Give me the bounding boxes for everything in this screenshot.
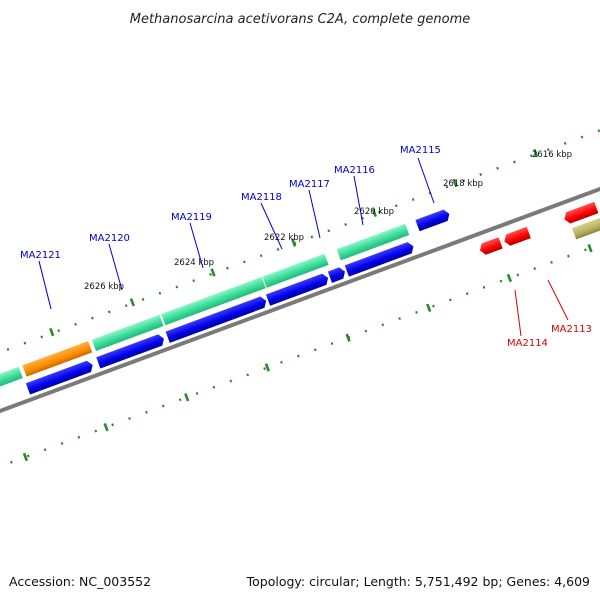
gene-label-ma2115[interactable]: MA2115: [400, 145, 441, 156]
outer-minor-ticks: [0, 73, 600, 389]
gene-ma2113-feature[interactable]: [502, 226, 531, 247]
gene-feature[interactable]: [96, 333, 166, 369]
cds-feature[interactable]: [0, 366, 23, 404]
genome-summary-text: Topology: circular; Length: 5,751,492 bp…: [246, 574, 590, 589]
scale-label: 2624 kbp: [174, 258, 214, 268]
gene-feature[interactable]: [415, 208, 451, 232]
gene-feature[interactable]: [0, 394, 2, 421]
cds-feature[interactable]: [336, 223, 410, 261]
cds-feature[interactable]: [22, 341, 93, 377]
scale-label: 2620 kbp: [354, 207, 394, 217]
gene-label-ma2116[interactable]: MA2116: [334, 165, 375, 176]
outer-major-ticks: [49, 148, 539, 337]
gene-feature[interactable]: [344, 241, 416, 277]
cds-feature[interactable]: [571, 214, 600, 240]
cds-feature[interactable]: [91, 314, 164, 351]
cds-feature[interactable]: [262, 253, 329, 288]
gene-label-ma2121[interactable]: MA2121: [20, 250, 61, 261]
gene-label-ma2119[interactable]: MA2119: [171, 212, 212, 223]
label-leader-lines-red: [514, 279, 569, 337]
gene-feature[interactable]: [265, 272, 330, 306]
scale-label: 2616 kbp: [532, 150, 572, 160]
scale-label: 2618 kbp: [443, 179, 483, 189]
reverse-gene-track: [478, 201, 600, 256]
gene-ma2114-feature[interactable]: [478, 237, 503, 256]
gene-label-ma2120[interactable]: MA2120: [89, 233, 130, 244]
cds-track: [0, 223, 410, 404]
gene-feature[interactable]: [25, 359, 95, 395]
inner-scale-ticks: [0, 174, 600, 489]
scale-labels: 2616 kbp 2618 kbp 2620 kbp 2622 kbp 2624…: [84, 150, 572, 292]
inner-major-ticks: [22, 243, 593, 462]
outer-scale-ticks: [0, 73, 600, 389]
gene-label-ma2118[interactable]: MA2118: [241, 192, 282, 203]
accession-text: Accession: NC_003552: [9, 574, 151, 589]
gene-feature[interactable]: [562, 201, 599, 225]
inner-minor-ticks: [0, 174, 600, 489]
gene-label-ma2114[interactable]: MA2114: [507, 338, 548, 349]
map-title: Methanosarcina acetivorans C2A, complete…: [130, 12, 471, 27]
gene-labels: MA2115 MA2116 MA2117 MA2118 MA2119 MA212…: [20, 145, 592, 349]
gene-label-ma2113[interactable]: MA2113: [551, 324, 592, 335]
gene-feature[interactable]: [165, 295, 269, 343]
scale-label: 2626 kbp: [84, 282, 124, 292]
label-leader-lines: [38, 157, 435, 310]
genome-backbone: [0, 124, 600, 476]
gene-track: [0, 208, 451, 421]
cds-feature[interactable]: [161, 276, 266, 326]
gene-feature[interactable]: [327, 266, 347, 283]
gene-label-ma2117[interactable]: MA2117: [289, 179, 330, 190]
scale-label: 2622 kbp: [264, 233, 304, 243]
